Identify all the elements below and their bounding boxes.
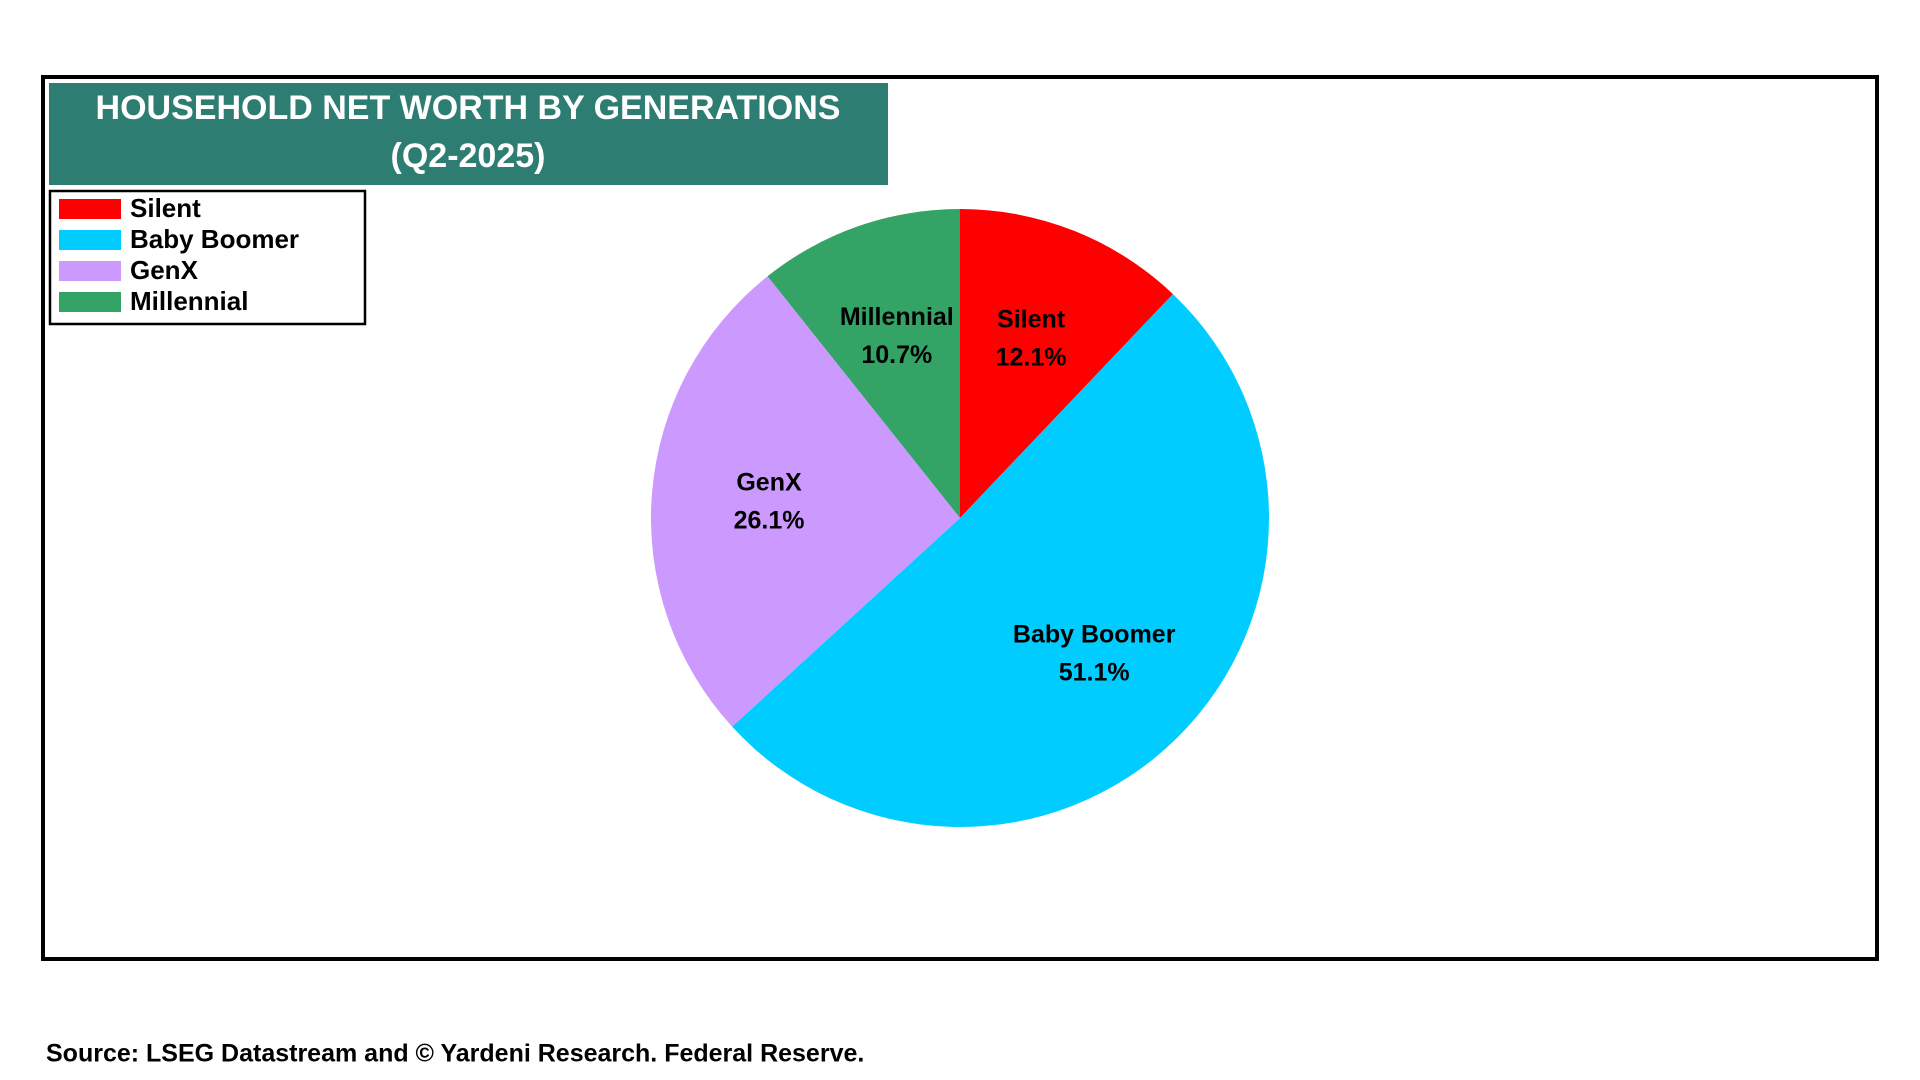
slice-value: 12.1% [996, 344, 1067, 372]
pie-slice [960, 209, 1173, 518]
slice-value: 26.1% [734, 507, 805, 535]
legend-swatch [59, 292, 121, 312]
legend-label: Silent [130, 193, 201, 223]
title-box [49, 83, 888, 185]
slice-labels: Silent 12.1% Baby Boomer 51.1% GenX 26.1% Mill… [734, 303, 1176, 687]
legend-label: GenX [130, 255, 199, 285]
slice-name: Silent [997, 306, 1066, 334]
chart-title: HOUSEHOLD NET WORTH BY GENERATIONS [96, 89, 841, 127]
pie-slice [767, 209, 960, 518]
legend-swatch [59, 261, 121, 281]
pie-slice [651, 276, 960, 727]
legend-label: Millennial [130, 286, 248, 316]
source-note: Source: LSEG Datastream and © Yardeni Re… [46, 1040, 864, 1068]
chart-subtitle: (Q2-2025) [391, 137, 546, 175]
pie-slice [732, 294, 1269, 827]
slice-name: Baby Boomer [1013, 620, 1176, 648]
legend-label: Baby Boomer [130, 224, 299, 254]
pie [651, 209, 1269, 827]
legend-swatch [59, 199, 121, 219]
slice-name: Millennial [840, 303, 954, 331]
slice-value: 51.1% [1059, 658, 1130, 686]
legend-swatch [59, 230, 121, 250]
slice-value: 10.7% [861, 341, 932, 369]
slice-name: GenX [736, 469, 802, 497]
